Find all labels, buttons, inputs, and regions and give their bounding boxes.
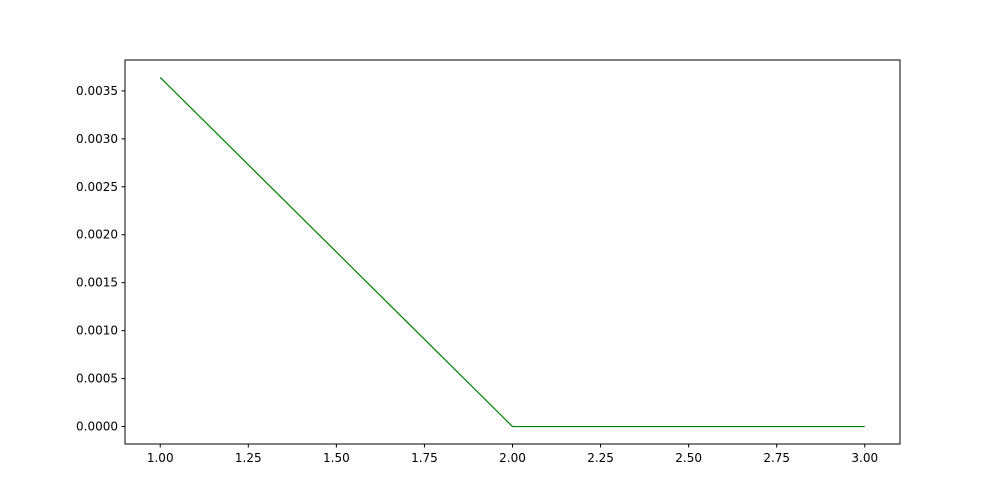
y-tick-label: 0.0010: [76, 324, 118, 338]
y-tick: 0.0005: [76, 372, 125, 386]
x-tick: 1.75: [411, 444, 438, 465]
y-tick-label: 0.0000: [76, 420, 118, 434]
y-tick: 0.0030: [76, 132, 125, 146]
x-tick: 1.25: [235, 444, 262, 465]
y-tick: 0.0035: [76, 84, 125, 98]
x-tick: 2.75: [763, 444, 790, 465]
y-tick: 0.0025: [76, 180, 125, 194]
x-tick-label: 1.75: [411, 451, 438, 465]
y-tick: 0.0015: [76, 276, 125, 290]
x-tick: 1.50: [323, 444, 350, 465]
y-tick: 0.0010: [76, 324, 125, 338]
x-tick: 3.00: [851, 444, 878, 465]
y-tick-label: 0.0025: [76, 180, 118, 194]
y-tick-label: 0.0030: [76, 132, 118, 146]
x-tick-label: 2.75: [763, 451, 790, 465]
x-tick: 2.00: [499, 444, 526, 465]
x-tick-label: 1.00: [147, 451, 174, 465]
y-tick: 0.0000: [76, 420, 125, 434]
x-tick-label: 1.25: [235, 451, 262, 465]
y-tick-label: 0.0035: [76, 84, 118, 98]
y-tick-label: 0.0015: [76, 276, 118, 290]
y-tick-label: 0.0020: [76, 228, 118, 242]
axes-frame: [124, 59, 901, 445]
x-tick-label: 2.25: [587, 451, 614, 465]
x-tick-label: 3.00: [851, 451, 878, 465]
x-tick: 1.00: [147, 444, 174, 465]
x-tick-label: 2.50: [675, 451, 702, 465]
x-tick: 2.25: [587, 444, 614, 465]
y-tick: 0.0020: [76, 228, 125, 242]
x-tick-label: 2.00: [499, 451, 526, 465]
y-tick-label: 0.0005: [76, 372, 118, 386]
x-tick-label: 1.50: [323, 451, 350, 465]
x-tick: 2.50: [675, 444, 702, 465]
series-line: [159, 77, 865, 428]
